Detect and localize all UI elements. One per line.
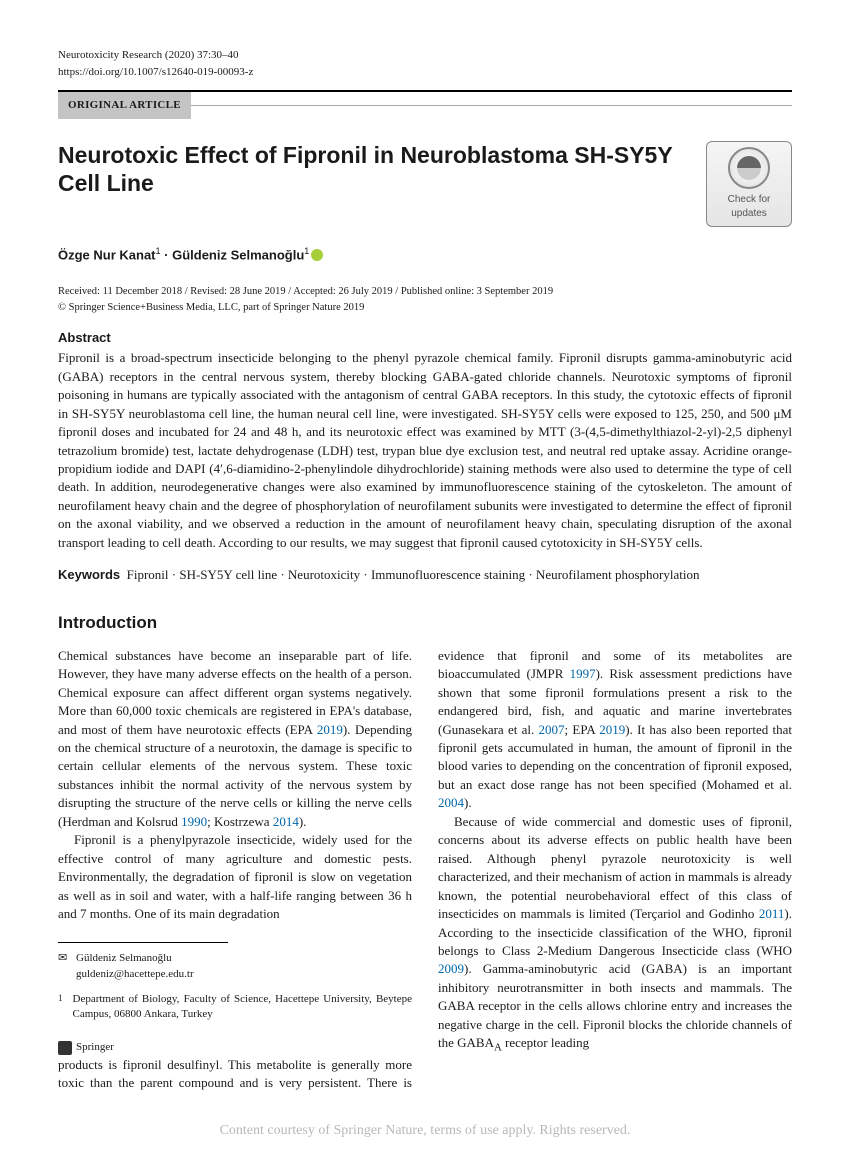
publisher-name: Springer — [76, 1040, 114, 1056]
author-2-name[interactable]: Güldeniz Selmanoğlu — [172, 247, 304, 262]
springer-horse-icon — [58, 1041, 72, 1055]
watermark-text: Content courtesy of Springer Nature, ter… — [58, 1122, 792, 1141]
article-type-badge: ORIGINAL ARTICLE — [58, 92, 191, 119]
ref-jmpr-1997[interactable]: 1997 — [570, 666, 596, 681]
ref-kostrzewa-2014[interactable]: 2014 — [273, 814, 299, 829]
crossmark-icon — [728, 147, 770, 189]
intro-p2: Fipronil is a phenylpyrazole insecticide… — [58, 831, 412, 923]
affiliation-number: 1 — [58, 992, 63, 1022]
footnotes-block: ✉ Güldeniz Selmanoğlu guldeniz@hacettepe… — [58, 951, 412, 1022]
corresponding-author-name: Güldeniz Selmanoğlu — [76, 951, 172, 966]
ref-who-2009[interactable]: 2009 — [438, 961, 464, 976]
body-columns: Chemical substances have become an insep… — [58, 647, 792, 1093]
authors-line: Özge Nur Kanat1 · Güldeniz Selmanoğlu1 — [58, 245, 792, 264]
intro-p4: Because of wide commercial and domestic … — [438, 813, 792, 1056]
paper-title: Neurotoxic Effect of Fipronil in Neurobl… — [58, 141, 706, 199]
abstract-heading: Abstract — [58, 329, 792, 347]
badge-line — [191, 105, 792, 106]
ref-gunasekara-2007[interactable]: 2007 — [539, 722, 565, 737]
ref-tercariol-2011[interactable]: 2011 — [759, 906, 785, 921]
author-1-name[interactable]: Özge Nur Kanat — [58, 247, 156, 262]
affiliation-text: Department of Biology, Faculty of Scienc… — [73, 992, 413, 1022]
check-updates-line2: updates — [731, 207, 767, 221]
copyright-line: © Springer Science+Business Media, LLC, … — [58, 301, 792, 315]
keywords-label: Keywords — [58, 567, 120, 582]
ref-epa-2019[interactable]: 2019 — [317, 722, 343, 737]
journal-citation: Neurotoxicity Research (2020) 37:30–40 — [58, 48, 792, 63]
check-updates-button[interactable]: Check for updates — [706, 141, 792, 227]
publisher-logo: Springer — [58, 1040, 412, 1056]
envelope-icon: ✉ — [58, 951, 70, 966]
keywords-text: Fipronil · SH-SY5Y cell line · Neurotoxi… — [127, 567, 700, 582]
author-sep: · — [161, 247, 173, 262]
ref-herdman-1990[interactable]: 1990 — [181, 814, 207, 829]
article-dates: Received: 11 December 2018 / Revised: 28… — [58, 285, 792, 299]
keywords-block: Keywords Fipronil · SH-SY5Y cell line · … — [58, 566, 792, 584]
ref-mohamed-2004[interactable]: 2004 — [438, 795, 464, 810]
intro-p1: Chemical substances have become an insep… — [58, 647, 412, 832]
orcid-icon[interactable] — [311, 249, 323, 261]
corresponding-author-email[interactable]: guldeniz@hacettepe.edu.tr — [76, 967, 412, 982]
doi-link[interactable]: https://doi.org/10.1007/s12640-019-00093… — [58, 65, 792, 80]
gaba-subscript: A — [494, 1042, 502, 1054]
ref-epa-2019b[interactable]: 2019 — [599, 722, 625, 737]
author-2-aff: 1 — [304, 246, 309, 256]
introduction-heading: Introduction — [58, 612, 792, 635]
check-updates-line1: Check for — [728, 193, 771, 207]
footnote-separator — [58, 942, 228, 943]
abstract-text: Fipronil is a broad-spectrum insecticide… — [58, 349, 792, 552]
